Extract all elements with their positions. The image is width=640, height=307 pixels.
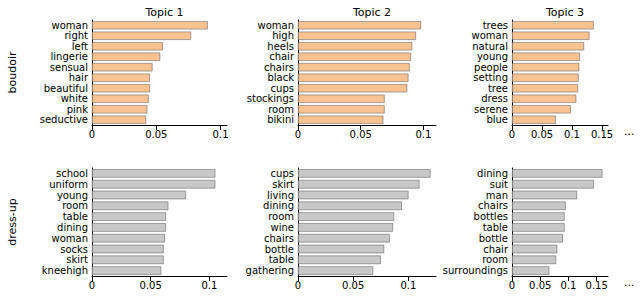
svg-text:young: young (477, 51, 508, 62)
svg-text:man: man (486, 190, 508, 201)
svg-text:0.05: 0.05 (145, 129, 167, 140)
svg-text:uniform: uniform (49, 179, 88, 190)
svg-text:0.1: 0.1 (400, 280, 416, 291)
svg-text:bottles: bottles (474, 211, 508, 222)
svg-text:gathering: gathering (246, 265, 294, 276)
svg-text:woman: woman (257, 20, 294, 31)
svg-text:room: room (268, 104, 294, 115)
svg-text:0.1: 0.1 (564, 129, 580, 140)
svg-text:people: people (474, 62, 508, 73)
svg-text:young: young (57, 190, 88, 201)
svg-text:0.1: 0.1 (561, 280, 577, 291)
svg-text:chair: chair (483, 244, 509, 255)
svg-text:woman: woman (51, 20, 88, 31)
svg-text:left: left (72, 41, 88, 52)
svg-text:0: 0 (89, 280, 95, 291)
svg-text:...: ... (624, 125, 635, 138)
svg-text:0.15: 0.15 (591, 129, 613, 140)
svg-text:room: room (62, 200, 88, 211)
svg-text:living: living (267, 190, 294, 201)
svg-text:high: high (272, 30, 294, 41)
svg-text:chairs: chairs (264, 233, 294, 244)
svg-text:Topic 1: Topic 1 (144, 6, 183, 19)
svg-text:0.05: 0.05 (529, 280, 551, 291)
svg-text:0: 0 (295, 280, 301, 291)
svg-text:Topic 2: Topic 2 (352, 6, 391, 19)
svg-text:Topic 3: Topic 3 (545, 6, 584, 19)
svg-text:boudoir: boudoir (6, 51, 19, 93)
svg-text:0.1: 0.1 (201, 280, 217, 291)
svg-text:dining: dining (477, 168, 508, 179)
svg-text:dress: dress (481, 93, 508, 104)
svg-text:0.1: 0.1 (213, 129, 229, 140)
svg-text:stockings: stockings (247, 93, 294, 104)
svg-text:seductive: seductive (40, 114, 88, 125)
svg-text:setting: setting (473, 72, 508, 83)
svg-text:pink: pink (67, 104, 88, 115)
svg-text:black: black (267, 72, 294, 83)
svg-text:bikini: bikini (267, 114, 294, 125)
svg-text:skirt: skirt (66, 254, 88, 265)
svg-text:wine: wine (271, 222, 294, 233)
svg-text:table: table (63, 211, 88, 222)
svg-text:natural: natural (472, 41, 508, 52)
svg-text:beautiful: beautiful (44, 83, 88, 94)
svg-text:table: table (483, 222, 508, 233)
svg-text:sensual: sensual (50, 62, 88, 73)
svg-text:dining: dining (57, 222, 88, 233)
svg-text:0: 0 (295, 129, 301, 140)
svg-text:chairs: chairs (264, 62, 294, 73)
svg-text:table: table (269, 254, 294, 265)
svg-text:...: ... (624, 276, 635, 289)
svg-text:bottle: bottle (265, 244, 294, 255)
svg-text:dress-up: dress-up (6, 198, 19, 245)
svg-text:room: room (482, 254, 508, 265)
svg-text:suit: suit (490, 179, 508, 190)
svg-text:0.1: 0.1 (416, 129, 432, 140)
svg-text:0.05: 0.05 (531, 129, 553, 140)
svg-text:lingerie: lingerie (51, 51, 88, 62)
svg-text:0: 0 (89, 129, 95, 140)
svg-text:cups: cups (271, 83, 294, 94)
svg-text:0.15: 0.15 (586, 280, 608, 291)
svg-text:white: white (61, 93, 88, 104)
svg-text:woman: woman (51, 233, 88, 244)
svg-text:0: 0 (509, 129, 515, 140)
svg-text:socks: socks (60, 244, 88, 255)
svg-text:tree: tree (488, 83, 508, 94)
svg-text:school: school (56, 168, 88, 179)
svg-text:right: right (65, 30, 89, 41)
svg-text:skirt: skirt (272, 179, 294, 190)
svg-text:chairs: chairs (478, 200, 508, 211)
svg-text:heels: heels (267, 41, 294, 52)
svg-text:woman: woman (471, 30, 508, 41)
svg-text:dining: dining (263, 200, 294, 211)
svg-text:0.05: 0.05 (342, 280, 364, 291)
svg-text:0.05: 0.05 (350, 129, 372, 140)
svg-text:0.05: 0.05 (140, 280, 162, 291)
svg-text:surroundings: surroundings (443, 265, 508, 276)
svg-text:serene: serene (474, 104, 508, 115)
svg-text:room: room (268, 211, 294, 222)
svg-text:cups: cups (271, 168, 294, 179)
svg-text:bottle: bottle (479, 233, 508, 244)
svg-text:trees: trees (483, 20, 508, 31)
svg-text:0: 0 (509, 280, 515, 291)
svg-text:kneehigh: kneehigh (42, 265, 88, 276)
svg-text:blue: blue (486, 114, 508, 125)
svg-text:hair: hair (69, 72, 89, 83)
svg-text:chair: chair (269, 51, 295, 62)
